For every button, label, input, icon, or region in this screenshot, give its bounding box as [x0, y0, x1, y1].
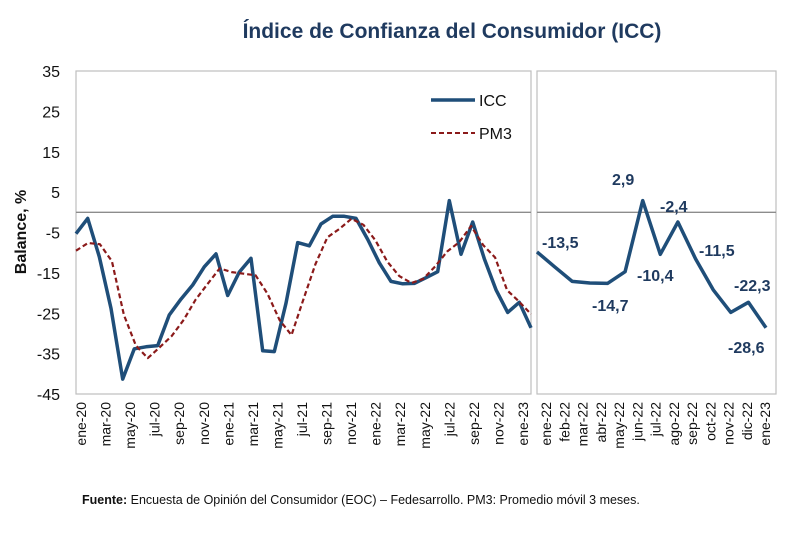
data-label: -28,6 [728, 340, 765, 357]
x-tick-label: mar-21 [245, 402, 261, 447]
right-plot-frame [536, 70, 777, 395]
x-tick-label: dic-22 [739, 402, 755, 440]
source-label: Fuente: [82, 493, 128, 507]
x-tick-label: nov-21 [343, 402, 359, 445]
series-line-icc-recent [535, 198, 768, 329]
x-tick-label: ene-22 [368, 402, 384, 446]
x-tick-label: mar-20 [98, 402, 114, 447]
x-tick-label: may-22 [417, 402, 433, 449]
x-tick-label: oct-22 [702, 402, 718, 441]
legend-icc-label: ICC [479, 93, 507, 110]
data-label: -11,5 [699, 243, 735, 260]
source-text: Encuesta de Opinión del Consumidor (EOC)… [127, 493, 640, 507]
series-line-icc [74, 198, 533, 381]
x-tick-label: may-21 [269, 402, 285, 449]
x-tick-label: ene-21 [220, 402, 236, 446]
x-tick-label: sep-22 [684, 402, 700, 445]
y-tick-label: 15 [42, 145, 60, 162]
chart-title: Índice de Confianza del Consumidor (ICC) [243, 20, 662, 43]
data-label: -10,4 [637, 268, 674, 285]
right-series [535, 198, 768, 329]
legend: ICC PM3 [431, 93, 512, 143]
x-tick-label: ene-23 [757, 402, 773, 446]
y-tick-label: 25 [42, 104, 60, 121]
y-tick-label: 35 [42, 64, 60, 81]
left-series [74, 198, 533, 381]
x-tick-labels-left: ene-20 mar-20 may-20 jul-20 sep-20 nov-20 ene-… [73, 402, 531, 449]
x-tick-label: jun-22 [629, 402, 645, 442]
x-tick-label: ene-20 [73, 402, 89, 446]
x-tick-label: nov-22 [721, 402, 737, 445]
y-tick-labels: 35 25 15 5 -5 -15 -25 -35 -45 [37, 64, 60, 404]
data-label: -2,4 [660, 199, 688, 216]
y-tick-label: -5 [46, 226, 60, 243]
y-axis-label: Balance, % [13, 190, 30, 274]
x-tick-label: nov-22 [490, 402, 506, 445]
x-tick-label: nov-20 [196, 402, 212, 445]
y-tick-label: -35 [37, 347, 60, 364]
x-tick-label: jul-22 [441, 402, 457, 437]
source-note: Fuente: Encuesta de Opinión del Consumid… [82, 493, 640, 507]
data-label: 2,9 [612, 172, 634, 189]
legend-pm3-label: PM3 [479, 126, 512, 143]
x-tick-labels-right: ene-22 feb-22 mar-22 abr-22 may-22 jun-22 jul-… [538, 402, 773, 449]
x-tick-label: may-22 [611, 402, 627, 449]
y-tick-label: -25 [37, 306, 60, 323]
x-tick-label: may-20 [122, 402, 138, 449]
x-tick-label: sep-20 [171, 402, 187, 445]
x-tick-label: ene-22 [538, 402, 554, 446]
x-tick-label: mar-22 [575, 402, 591, 447]
x-tick-label: ago-22 [666, 402, 682, 446]
x-tick-label: ene-23 [515, 402, 531, 446]
x-tick-label: jul-21 [294, 402, 310, 437]
x-tick-label: sep-21 [319, 402, 335, 445]
data-label: -13,5 [542, 235, 579, 252]
data-label: -14,7 [592, 298, 629, 315]
x-tick-label: mar-22 [392, 402, 408, 447]
x-tick-label: jul-20 [147, 402, 163, 437]
data-labels: -13,5 -14,7 2,9 -10,4 -2,4 -11,5 -22,3 -28,6 [542, 172, 771, 357]
x-tick-label: jul-22 [648, 402, 664, 437]
y-tick-label: -45 [37, 387, 60, 404]
y-tick-label: 5 [51, 185, 60, 202]
y-tick-label: -15 [37, 266, 60, 283]
series-line-pm3 [75, 217, 532, 360]
x-tick-label: feb-22 [556, 402, 572, 442]
x-tick-label: sep-22 [466, 402, 482, 445]
data-label: -22,3 [734, 278, 771, 295]
x-tick-label: abr-22 [593, 402, 609, 443]
